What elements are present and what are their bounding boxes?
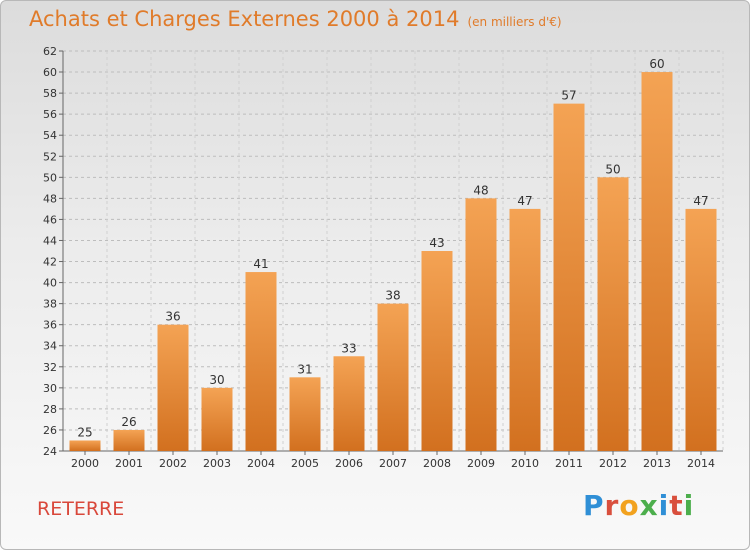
- bar-2001: [113, 429, 145, 451]
- logo-letter: i: [683, 489, 695, 522]
- x-tick-label: 2009: [467, 457, 495, 470]
- y-tick-label: 48: [43, 192, 57, 205]
- y-tick-label: 60: [43, 66, 57, 79]
- y-tick-label: 54: [43, 129, 57, 142]
- bar-2002: [157, 324, 189, 451]
- bar-2000: [69, 440, 101, 451]
- bar-value-label: 47: [693, 194, 708, 208]
- chart-title: Achats et Charges Externes 2000 à 2014 (e…: [29, 7, 562, 31]
- y-tick-label: 50: [43, 171, 57, 184]
- bar-2009: [465, 198, 497, 451]
- logo-letter: i: [658, 489, 670, 522]
- x-tick-label: 2008: [423, 457, 451, 470]
- y-tick-label: 30: [43, 382, 57, 395]
- x-tick-label: 2001: [115, 457, 143, 470]
- y-tick-label: 52: [43, 150, 57, 163]
- x-tick-label: 2011: [555, 457, 583, 470]
- bar-value-label: 38: [385, 289, 400, 303]
- x-tick-label: 2007: [379, 457, 407, 470]
- bar-value-label: 33: [341, 341, 356, 355]
- x-tick-label: 2004: [247, 457, 275, 470]
- y-tick-label: 28: [43, 403, 57, 416]
- bar-2005: [289, 377, 321, 451]
- x-tick-label: 2000: [71, 457, 99, 470]
- logo-letter: x: [639, 489, 659, 522]
- x-tick-label: 2006: [335, 457, 363, 470]
- bar-value-label: 41: [253, 257, 268, 271]
- x-tick-label: 2005: [291, 457, 319, 470]
- bars: 25 26 36 30 41 31 33 38 43 48 47 57 50 60 47: [69, 57, 717, 451]
- x-tick-label: 2012: [599, 457, 627, 470]
- bar-2012: [597, 177, 629, 451]
- y-tick-label: 58: [43, 87, 57, 100]
- bar-2010: [509, 208, 541, 451]
- bar-value-label: 25: [77, 425, 92, 439]
- chart-title-text: Achats et Charges Externes 2000 à 2014: [29, 7, 460, 31]
- bar-2003: [201, 387, 233, 451]
- y-tick-label: 38: [43, 298, 57, 311]
- bar-2006: [333, 356, 365, 451]
- bar-value-label: 48: [473, 183, 488, 197]
- logo-letter: r: [604, 489, 620, 522]
- bar-2004: [245, 272, 277, 451]
- bar-value-label: 26: [121, 415, 136, 429]
- y-tick-label: 24: [43, 445, 57, 458]
- y-tick-label: 56: [43, 108, 57, 121]
- logo-letter: t: [669, 489, 684, 522]
- x-tick-label: 2003: [203, 457, 231, 470]
- y-tick-label: 62: [43, 45, 57, 58]
- bar-2007: [377, 303, 409, 451]
- bar-value-label: 43: [429, 236, 444, 250]
- bar-value-label: 57: [561, 89, 576, 103]
- x-tick-label: 2002: [159, 457, 187, 470]
- bar-2013: [641, 72, 673, 451]
- proxiti-logo[interactable]: Proxiti: [583, 489, 694, 522]
- bar-2014: [685, 208, 717, 451]
- x-tick-label: 2014: [687, 457, 715, 470]
- x-tick-label: 2010: [511, 457, 539, 470]
- bar-value-label: 36: [165, 310, 180, 324]
- chart-subtitle: (en milliers d'€): [467, 15, 562, 29]
- y-tick-label: 42: [43, 256, 57, 269]
- x-tick-label: 2013: [643, 457, 671, 470]
- y-tick-label: 46: [43, 213, 57, 226]
- y-tick-label: 32: [43, 361, 57, 374]
- bar-value-label: 31: [297, 362, 312, 376]
- y-tick-label: 40: [43, 277, 57, 290]
- y-tick-label: 36: [43, 319, 57, 332]
- bar-2008: [421, 251, 453, 451]
- y-tick-label: 44: [43, 234, 57, 247]
- y-tick-label: 34: [43, 340, 57, 353]
- logo-letter: P: [583, 489, 605, 522]
- bar-value-label: 50: [605, 162, 620, 176]
- bar-value-label: 47: [517, 194, 532, 208]
- y-tick-label: 26: [43, 424, 57, 437]
- bar-value-label: 30: [209, 373, 224, 387]
- logo-letter: o: [619, 489, 640, 522]
- bar-2011: [553, 103, 585, 451]
- commune-name: RETERRE: [37, 498, 125, 520]
- bar-value-label: 60: [649, 57, 664, 71]
